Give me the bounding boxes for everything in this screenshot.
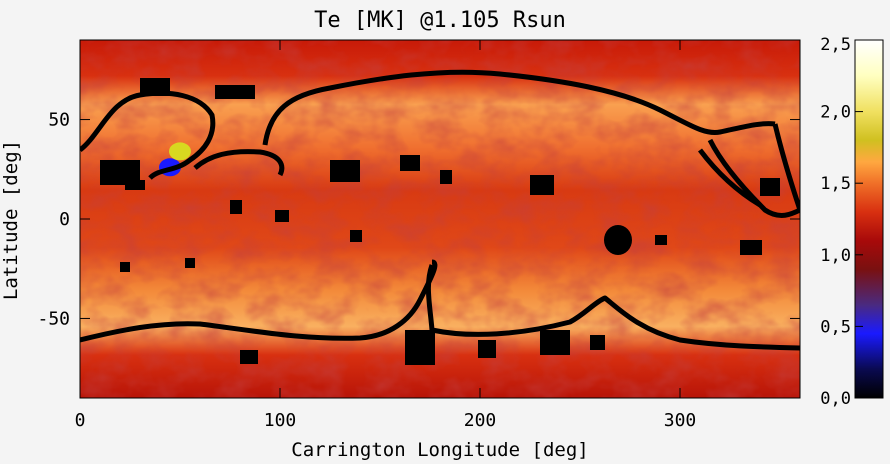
colorbar-tick-label: 1,5 (820, 174, 851, 194)
y-tick-label: 0 (59, 209, 70, 230)
colorbar-tick-label: 1,0 (820, 246, 851, 266)
x-tick-label: 300 (664, 410, 697, 431)
colorbar-tick-label: 0,5 (820, 317, 851, 337)
y-axis-label: Latitude [deg] (0, 140, 22, 300)
colorbar-axis: 0,0 0,5 1,0 1,5 2,0 2,5 (820, 35, 863, 409)
colorbar (854, 39, 884, 399)
y-axis: 50 0 -50 (37, 110, 800, 329)
x-tick-label: 100 (264, 410, 297, 431)
yellow-high-region (169, 142, 191, 161)
y-tick-label: 50 (48, 110, 70, 131)
colorbar-tick-label: 0,0 (820, 389, 851, 409)
coronal-hole-patches (100, 78, 780, 365)
heatmap-texture (80, 40, 800, 398)
x-tick-label: 200 (464, 410, 497, 431)
colorbar-tick-label: 2,0 (820, 103, 851, 123)
chart-title: Te [MK] @1.105 Rsun (314, 8, 566, 33)
x-axis: 0 100 200 300 (75, 40, 697, 431)
x-tick-label: 0 (75, 410, 86, 431)
y-tick-label: -50 (37, 308, 70, 329)
neutral-line-boundaries (80, 69, 800, 351)
colorbar-tick-label: 2,5 (820, 35, 851, 55)
plot-area (80, 40, 800, 398)
x-axis-label: Carrington Longitude [deg] (291, 439, 588, 460)
